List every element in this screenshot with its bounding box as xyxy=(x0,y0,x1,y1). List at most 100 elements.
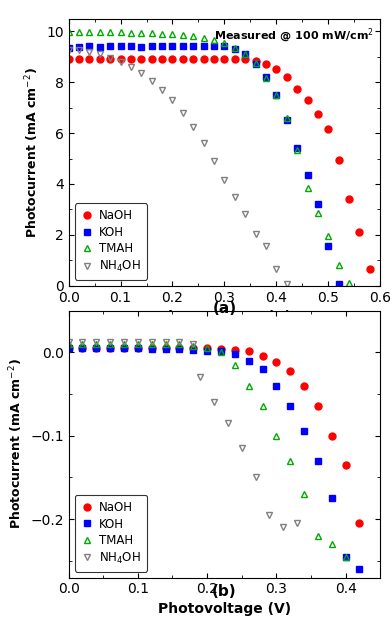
NaOH xyxy=(219,345,223,353)
TMAH xyxy=(284,114,289,122)
NaOH xyxy=(274,66,279,73)
TMAH xyxy=(243,50,248,58)
TMAH xyxy=(108,29,113,36)
NaOH xyxy=(284,73,289,81)
NaOH xyxy=(94,344,99,351)
KOH xyxy=(263,73,268,81)
TMAH xyxy=(87,28,92,35)
NH$_4$OH xyxy=(177,338,182,346)
NH$_4$OH xyxy=(94,338,99,346)
Line: NH$_4$OH: NH$_4$OH xyxy=(65,338,301,531)
KOH xyxy=(160,43,164,50)
Line: KOH: KOH xyxy=(65,345,363,573)
NaOH xyxy=(367,265,372,273)
KOH xyxy=(274,382,279,389)
NH$_4$OH xyxy=(253,230,258,237)
NH$_4$OH xyxy=(163,338,168,346)
NH$_4$OH xyxy=(253,474,258,481)
TMAH xyxy=(170,30,175,38)
TMAH xyxy=(329,540,334,548)
TMAH xyxy=(246,382,251,389)
NH$_4$OH xyxy=(201,140,206,147)
KOH xyxy=(191,42,196,50)
NaOH xyxy=(66,56,71,63)
KOH xyxy=(343,553,348,560)
NaOH xyxy=(260,353,265,360)
TMAH xyxy=(260,403,265,410)
KOH xyxy=(201,43,206,50)
KOH xyxy=(288,403,292,410)
NaOH xyxy=(274,358,279,366)
NaOH xyxy=(122,344,126,351)
KOH xyxy=(205,347,209,354)
KOH xyxy=(274,91,279,99)
NaOH xyxy=(343,461,348,469)
KOH xyxy=(191,346,196,353)
TMAH xyxy=(118,29,123,36)
NaOH xyxy=(118,55,123,62)
NaOH xyxy=(160,55,164,62)
KOH xyxy=(232,45,237,53)
NH$_4$OH xyxy=(136,338,140,346)
TMAH xyxy=(295,146,299,153)
TMAH xyxy=(222,40,227,47)
Legend: NaOH, KOH, TMAH, NH$_4$OH: NaOH, KOH, TMAH, NH$_4$OH xyxy=(74,495,147,571)
NaOH xyxy=(191,344,196,351)
NH$_4$OH xyxy=(263,243,268,250)
KOH xyxy=(212,42,216,50)
NH$_4$OH xyxy=(295,520,299,527)
KOH xyxy=(219,348,223,355)
KOH xyxy=(336,281,341,288)
TMAH xyxy=(160,30,164,37)
TMAH xyxy=(347,279,351,287)
TMAH xyxy=(274,91,279,99)
NaOH xyxy=(253,57,258,65)
TMAH xyxy=(232,44,237,52)
TMAH xyxy=(336,261,341,269)
TMAH xyxy=(94,340,99,348)
Y-axis label: Photocurrent (mA cm$^{-2}$): Photocurrent (mA cm$^{-2}$) xyxy=(23,66,40,238)
NaOH xyxy=(288,367,292,374)
NH$_4$OH xyxy=(170,96,175,104)
NaOH xyxy=(149,55,154,63)
KOH xyxy=(87,42,92,50)
KOH xyxy=(260,365,265,373)
NH$_4$OH xyxy=(212,157,216,165)
TMAH xyxy=(212,37,216,44)
NH$_4$OH xyxy=(212,399,216,406)
KOH xyxy=(284,117,289,124)
NH$_4$OH xyxy=(281,524,286,531)
NaOH xyxy=(295,85,299,93)
NH$_4$OH xyxy=(225,419,230,427)
TMAH xyxy=(201,35,206,42)
NH$_4$OH xyxy=(240,445,244,452)
KOH xyxy=(118,42,123,50)
NaOH xyxy=(316,111,320,118)
KOH xyxy=(222,42,227,50)
KOH xyxy=(66,344,71,351)
NH$_4$OH xyxy=(87,48,92,55)
NH$_4$OH xyxy=(80,338,85,346)
KOH xyxy=(163,345,168,353)
KOH xyxy=(177,345,182,353)
NaOH xyxy=(336,156,341,163)
TMAH xyxy=(180,32,185,39)
KOH xyxy=(357,566,362,573)
TMAH xyxy=(326,232,330,240)
KOH xyxy=(149,345,154,353)
NaOH xyxy=(76,55,82,63)
NaOH xyxy=(326,125,330,133)
NH$_4$OH xyxy=(222,176,227,184)
NaOH xyxy=(136,344,140,351)
TMAH xyxy=(263,75,268,82)
TMAH xyxy=(316,209,320,217)
NH$_4$OH xyxy=(198,373,203,381)
NH$_4$OH xyxy=(160,86,164,94)
NaOH xyxy=(212,55,216,63)
KOH xyxy=(253,61,258,68)
Y-axis label: Photocurrent (mA cm$^{-2}$): Photocurrent (mA cm$^{-2}$) xyxy=(7,358,25,530)
NaOH xyxy=(180,55,185,62)
TMAH xyxy=(191,342,196,349)
KOH xyxy=(108,344,113,351)
NaOH xyxy=(129,55,133,63)
